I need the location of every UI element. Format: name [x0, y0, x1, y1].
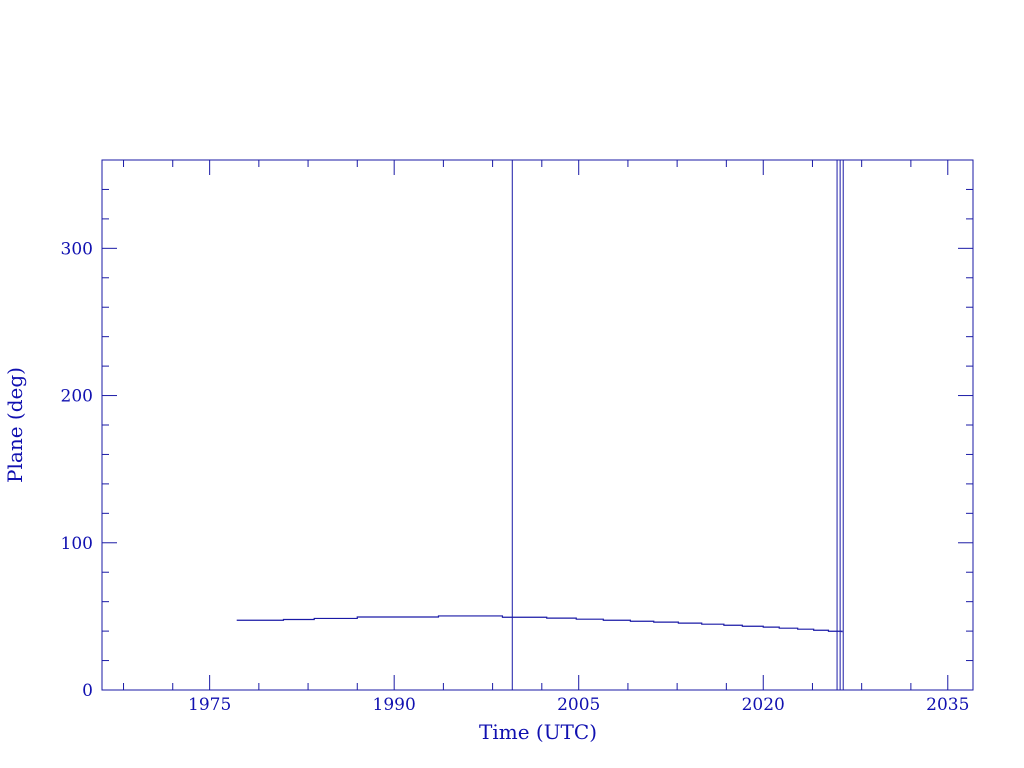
series-line	[236, 615, 843, 633]
x-tick-label: 2035	[926, 695, 969, 715]
y-tick-label: 100	[61, 534, 93, 554]
y-tick-label: 300	[61, 239, 93, 259]
y-tick-label: 0	[82, 681, 93, 701]
x-axis-label: Time (UTC)	[479, 720, 597, 744]
y-axis-label: Plane (deg)	[3, 367, 27, 483]
x-tick-label: 1990	[373, 695, 416, 715]
x-tick-label: 1975	[188, 695, 231, 715]
x-tick-label: 2005	[557, 695, 600, 715]
y-tick-label: 200	[61, 387, 93, 407]
x-tick-label: 2020	[742, 695, 785, 715]
plot-frame	[101, 159, 974, 691]
